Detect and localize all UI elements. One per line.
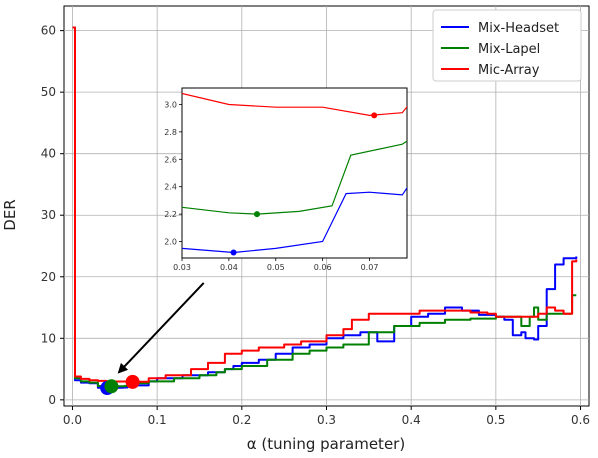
legend-label-mic-array: Mic-Array [478, 63, 540, 78]
inset-x-tick-label: 0.07 [361, 263, 379, 272]
x-tick-label: 0.2 [232, 413, 251, 427]
inset-ticks: 0.03 0.04 0.05 0.06 0.07 2.0 2.2 2.4 2.6 2.8 3.0 [164, 100, 378, 272]
y-tick-label: 50 [41, 85, 56, 99]
inset-x-tick-label: 0.05 [267, 263, 285, 272]
x-axis-label: α (tuning parameter) [247, 435, 405, 453]
x-tick-label: 0.3 [317, 413, 336, 427]
legend-label-mix-headset: Mix-Headset [478, 21, 559, 36]
main-ticks: 0.0 0.1 0.2 0.3 0.4 0.5 0.6 0 10 20 30 40 50 60 [41, 24, 590, 427]
annotation-arrow [117, 282, 205, 374]
inset-minimum-point-mix-lapel [254, 211, 260, 218]
x-tick-label: 0.6 [571, 413, 590, 427]
legend-label-mix-lapel: Mix-Lapel [478, 42, 540, 57]
annotation-arrow-layer [117, 282, 205, 374]
inset-minimum-point-mix-headset [230, 249, 237, 256]
inset-y-tick-label: 2.8 [164, 128, 177, 137]
inset-zoom-panel: 0.03 0.04 0.05 0.06 0.07 2.0 2.2 2.4 2.6 2.8 3.0 [164, 87, 408, 272]
series-line-mix-headset [72, 26, 578, 389]
inset-y-tick-label: 2.0 [164, 238, 177, 247]
minimum-point-mix-lapel [104, 379, 119, 394]
inset-y-tick-label: 2.2 [164, 210, 177, 219]
y-tick-label: 10 [41, 331, 56, 345]
y-tick-label: 20 [41, 270, 56, 284]
inset-x-tick-label: 0.03 [173, 263, 191, 272]
inset-minimum-point-mic-array [371, 112, 378, 119]
inset-y-tick-label: 3.0 [164, 100, 177, 109]
inset-y-tick-label: 2.6 [164, 155, 177, 164]
y-axis-label: DER [1, 199, 19, 230]
legend: Mix-Headset Mix-Lapel Mic-Array [432, 9, 582, 82]
inset-plot-area [181, 87, 408, 259]
y-tick-label: 30 [41, 208, 56, 222]
x-tick-label: 0.0 [63, 413, 82, 427]
inset-y-tick-label: 2.4 [164, 183, 177, 192]
y-tick-label: 40 [41, 147, 56, 161]
y-tick-label: 60 [41, 24, 56, 38]
y-tick-label: 0 [48, 393, 56, 407]
inset-series-line-mix-headset [182, 186, 407, 254]
inset-x-tick-label: 0.04 [220, 263, 238, 272]
x-tick-label: 0.4 [402, 413, 421, 427]
minimum-point-mic-array [125, 374, 140, 389]
legend-box [432, 9, 582, 82]
x-tick-label: 0.1 [148, 413, 167, 427]
inset-x-tick-label: 0.06 [314, 263, 332, 272]
inset-series-line-mic-array [182, 92, 407, 117]
x-tick-label: 0.5 [486, 413, 505, 427]
inset-highlight-points [230, 112, 378, 256]
main-highlight-points [100, 374, 140, 396]
